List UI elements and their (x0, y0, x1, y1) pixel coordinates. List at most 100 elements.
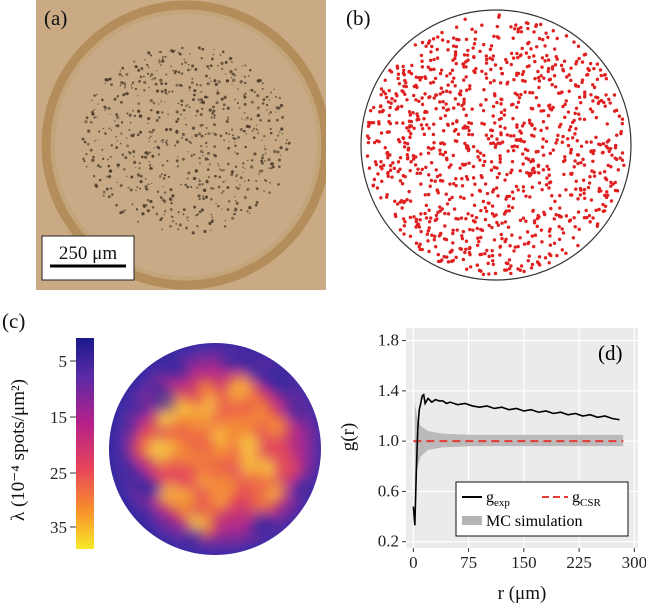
photo-spot (139, 187, 142, 190)
photo-spot (184, 117, 186, 119)
red-spot (520, 124, 525, 128)
photo-spot (257, 129, 259, 132)
photo-spot (127, 150, 131, 154)
red-spot (460, 236, 465, 241)
photo-spot (138, 114, 143, 118)
red-spot (420, 59, 424, 63)
red-spot (546, 113, 551, 118)
red-spot (430, 233, 434, 237)
red-spot (521, 216, 526, 220)
red-spot (419, 152, 423, 156)
red-spot (441, 153, 445, 157)
photo-spot (176, 166, 179, 168)
photo-spot (235, 201, 239, 205)
red-spot (391, 161, 395, 165)
photo-spot (89, 120, 93, 124)
red-spot (495, 100, 499, 105)
red-spot (491, 104, 496, 109)
photo-spot (269, 127, 272, 131)
heat-blob (266, 416, 289, 438)
red-spot (512, 77, 516, 82)
photo-spot (144, 59, 146, 61)
red-spot (483, 182, 488, 186)
red-spot (557, 214, 562, 219)
red-spot (558, 206, 562, 210)
photo-spot (136, 173, 141, 177)
photo-spot (183, 58, 186, 61)
red-spot (369, 121, 373, 125)
red-spot (496, 194, 500, 198)
red-spot (429, 50, 433, 54)
red-spot (518, 218, 523, 223)
red-spot (456, 132, 461, 136)
red-spot (516, 188, 520, 192)
photo-spot (172, 220, 175, 223)
red-spot (516, 30, 520, 34)
red-spot (499, 116, 503, 121)
photo-spot (277, 183, 280, 186)
red-spot (390, 97, 394, 101)
photo-spot (125, 137, 128, 139)
photo-spot (208, 221, 212, 226)
red-spot (485, 191, 490, 196)
red-spot (564, 214, 569, 218)
red-spot (511, 56, 516, 60)
red-spot (521, 189, 526, 193)
red-spot (622, 163, 626, 167)
dish-inner (55, 14, 317, 276)
photo-spot (107, 195, 111, 199)
photo-spot (227, 146, 231, 150)
photo-spot (169, 188, 173, 192)
red-spot (527, 171, 531, 175)
red-spot (447, 197, 452, 202)
red-spot (426, 65, 430, 69)
photo-spot (245, 132, 248, 135)
photo-spot (221, 67, 224, 70)
photo-spot (85, 116, 89, 120)
red-spot (387, 120, 391, 124)
red-spot (438, 92, 443, 96)
photo-spot (122, 93, 126, 97)
red-spot (511, 196, 516, 201)
photo-spot (212, 53, 214, 56)
red-spot (549, 206, 553, 211)
red-spot (401, 90, 405, 94)
photo-spot (104, 132, 107, 135)
photo-spot (181, 157, 185, 161)
red-spot (550, 83, 554, 87)
scalebar-box (41, 235, 135, 281)
red-spot (405, 141, 410, 146)
red-spot (531, 209, 535, 213)
red-spot (470, 213, 474, 218)
photo-spot (147, 51, 151, 55)
red-spot (555, 253, 559, 258)
red-spot (576, 243, 580, 248)
photo-spot (148, 140, 151, 142)
photo-spot (184, 61, 187, 64)
photo-spot (128, 113, 132, 117)
photo-spot (211, 219, 215, 223)
photo-spot (135, 208, 139, 211)
red-spot (442, 255, 446, 259)
red-spot (505, 172, 509, 177)
red-spot (386, 174, 390, 178)
red-spot (566, 110, 571, 114)
photo-spot (218, 175, 222, 179)
red-spot (505, 60, 509, 65)
red-spot (407, 125, 412, 129)
red-spot (393, 99, 397, 103)
photo-spot (239, 127, 244, 132)
red-spot (493, 63, 498, 67)
photo-spot (121, 210, 125, 214)
red-spot (561, 231, 566, 235)
red-spot (462, 65, 466, 69)
red-spot (617, 114, 622, 118)
photo-spot (193, 153, 196, 156)
photo-spot (261, 156, 264, 160)
red-spot (470, 193, 474, 197)
red-spot (620, 151, 625, 155)
photo-spot (175, 110, 179, 114)
red-spot (386, 156, 390, 160)
photo-spot (142, 75, 145, 78)
red-spot (429, 216, 433, 220)
